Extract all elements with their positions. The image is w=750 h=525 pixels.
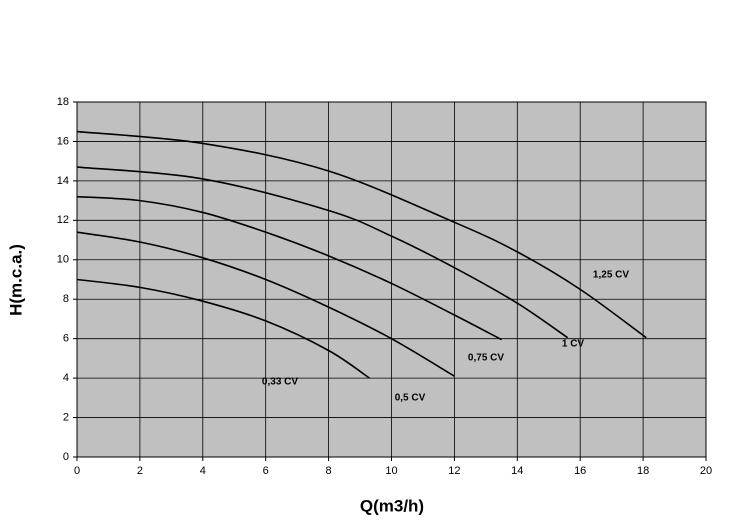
series-label: 0,5 CV (395, 393, 426, 404)
y-tick-label: 16 (57, 135, 69, 147)
series-label: 1 CV (562, 339, 585, 350)
curve (76, 195, 502, 341)
y-tick-label: 8 (63, 293, 69, 305)
series-label: 0,33 CV (262, 377, 298, 388)
y-tick-label: 14 (57, 175, 69, 187)
series-label: 1,25 CV (593, 270, 629, 281)
x-tick-label: 20 (700, 465, 712, 477)
x-tick-label: 6 (263, 465, 269, 477)
curve (76, 278, 370, 379)
y-tick-label: 4 (63, 372, 69, 384)
x-tick-label: 12 (448, 465, 460, 477)
x-tick-label: 8 (326, 465, 332, 477)
y-axis-title: H(m.c.a.) (6, 244, 25, 316)
curve (76, 231, 455, 377)
x-tick-label: 2 (137, 465, 143, 477)
x-tick-label: 18 (637, 465, 649, 477)
y-tick-label: 2 (63, 411, 69, 423)
y-tick-label: 6 (63, 333, 69, 345)
x-tick-label: 10 (385, 465, 397, 477)
x-tick-label: 14 (511, 465, 523, 477)
curve (76, 166, 569, 339)
x-tick-label: 4 (200, 465, 206, 477)
x-tick-label: 0 (74, 465, 80, 477)
series-label: 0,75 CV (468, 353, 504, 364)
y-tick-label: 18 (57, 96, 69, 108)
y-tick-label: 12 (57, 214, 69, 226)
y-tick-label: 0 (63, 451, 69, 463)
x-axis-title: Q(m3/h) (360, 496, 424, 515)
curve (76, 130, 647, 339)
x-tick-label: 16 (574, 465, 586, 477)
y-tick-label: 10 (57, 254, 69, 266)
